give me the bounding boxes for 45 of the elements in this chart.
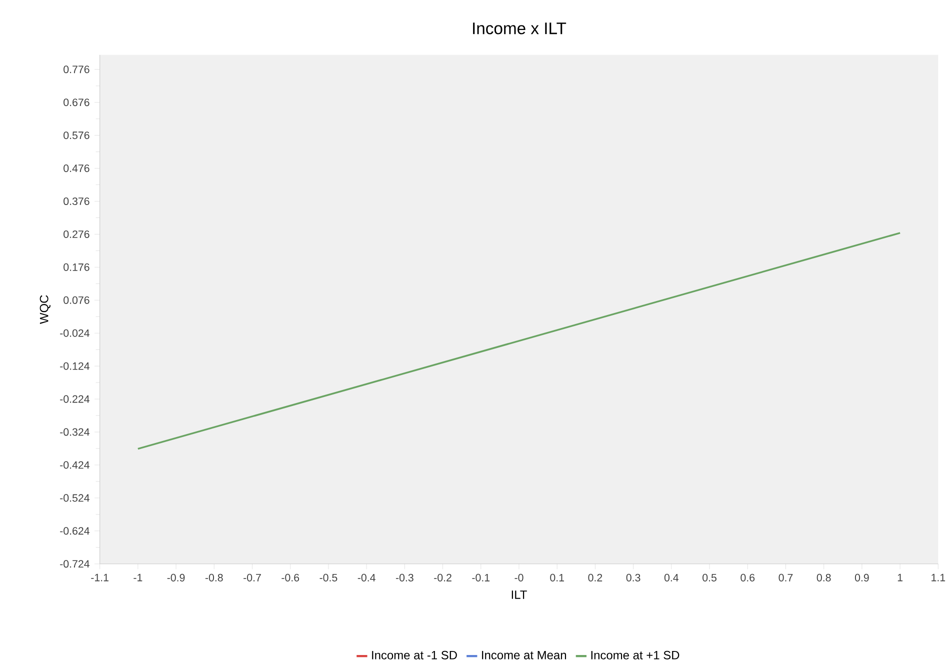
y-tick-label: -0.724 — [60, 560, 90, 568]
y-tick-label: 0.576 — [64, 132, 90, 140]
x-tick-label: -0.9 — [167, 574, 185, 582]
x-tick-label: -0.5 — [320, 574, 338, 582]
x-tick-label: -0.7 — [244, 574, 261, 582]
chart-title: Income x ILT — [473, 22, 566, 34]
y-tick-label: -0.624 — [60, 527, 90, 535]
x-tick-label: 0.4 — [664, 574, 679, 582]
x-tick-label: 0.9 — [854, 574, 869, 582]
y-tick-label: 0.276 — [64, 230, 90, 238]
y-tick-label: -0.024 — [60, 330, 90, 338]
y-tick-label: -0.324 — [60, 428, 90, 436]
legend-label: Income at -1 SD — [372, 651, 457, 660]
x-tick-label: 1 — [898, 574, 902, 582]
y-tick-label: -0.224 — [60, 395, 90, 403]
x-tick-label: 1.1 — [932, 574, 946, 582]
y-tick-label: 0.676 — [64, 98, 90, 106]
legend-label: Income at +1 SD — [591, 651, 680, 660]
y-tick-label: -0.424 — [60, 461, 90, 469]
x-tick-label: -1 — [134, 574, 142, 582]
x-tick-label: 0.1 — [550, 574, 564, 582]
x-tick-label: 0.3 — [626, 574, 640, 582]
x-tick-label: -0.3 — [396, 574, 414, 582]
x-tick-label: 0.7 — [778, 574, 793, 582]
x-tick-label: 0.6 — [740, 574, 755, 582]
y-tick-label: 0.176 — [64, 264, 90, 272]
y-tick-label: -0.524 — [60, 494, 90, 502]
x-tick-label: -0.8 — [205, 574, 223, 582]
y-tick-label: -0.124 — [60, 362, 90, 370]
y-tick-label: 0.776 — [64, 66, 90, 74]
x-tick-label: 0.8 — [816, 574, 831, 582]
y-tick-label: 0.476 — [64, 164, 90, 172]
x-tick-label: -0.1 — [472, 574, 490, 582]
x-tick-label: -0.2 — [434, 574, 452, 582]
y-tick-label: 0.076 — [64, 296, 90, 304]
x-tick-label: -1.1 — [91, 574, 108, 582]
y-tick-label: 0.376 — [64, 198, 90, 206]
x-tick-label: 0.2 — [588, 574, 602, 582]
x-tick-label: 0.5 — [702, 574, 716, 582]
x-tick-label: -0.6 — [282, 574, 300, 582]
x-axis-title: ILT — [512, 590, 527, 599]
y-axis-title: WQC — [40, 295, 50, 324]
x-tick-label: -0 — [514, 574, 524, 582]
x-tick-label: -0.4 — [358, 574, 376, 582]
legend-label: Income at Mean — [482, 651, 566, 660]
